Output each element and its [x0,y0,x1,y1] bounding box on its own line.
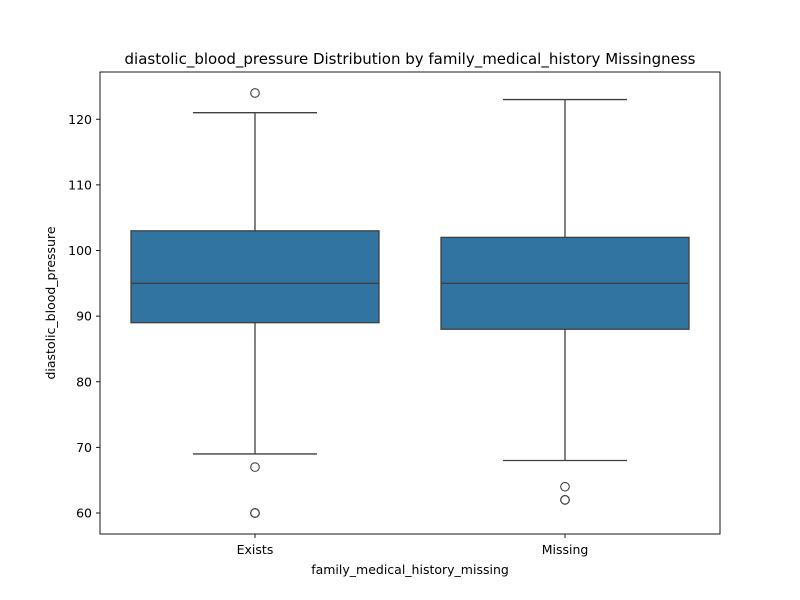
x-tick-label: Exists [237,542,274,557]
chart-title: diastolic_blood_pressure Distribution by… [125,50,696,69]
outlier-point [250,88,260,98]
x-tick-label: Missing [542,542,589,557]
outlier-point [560,495,570,505]
x-axis: Exists Missing [237,534,589,557]
y-tick-label: 80 [76,374,92,389]
x-axis-label: family_medical_history_missing [311,562,509,577]
outlier-point [250,462,260,472]
outlier-point [560,481,570,492]
y-tick-label: 70 [76,440,92,455]
plot-area [130,88,690,518]
y-tick-label: 120 [68,112,92,127]
y-tick-label: 90 [76,309,92,324]
plot-frame [99,71,721,535]
y-axis-label: diastolic_blood_pressure [43,226,58,379]
iqr-box [130,230,380,324]
y-tick-label: 60 [76,506,92,521]
y-axis: 60 70 80 90 100 110 120 [68,112,100,521]
box-group-missing [440,98,690,505]
box-group-exists [130,88,380,518]
y-tick-label: 110 [68,177,92,192]
y-tick-label: 100 [68,243,92,258]
outlier-point [250,508,260,518]
